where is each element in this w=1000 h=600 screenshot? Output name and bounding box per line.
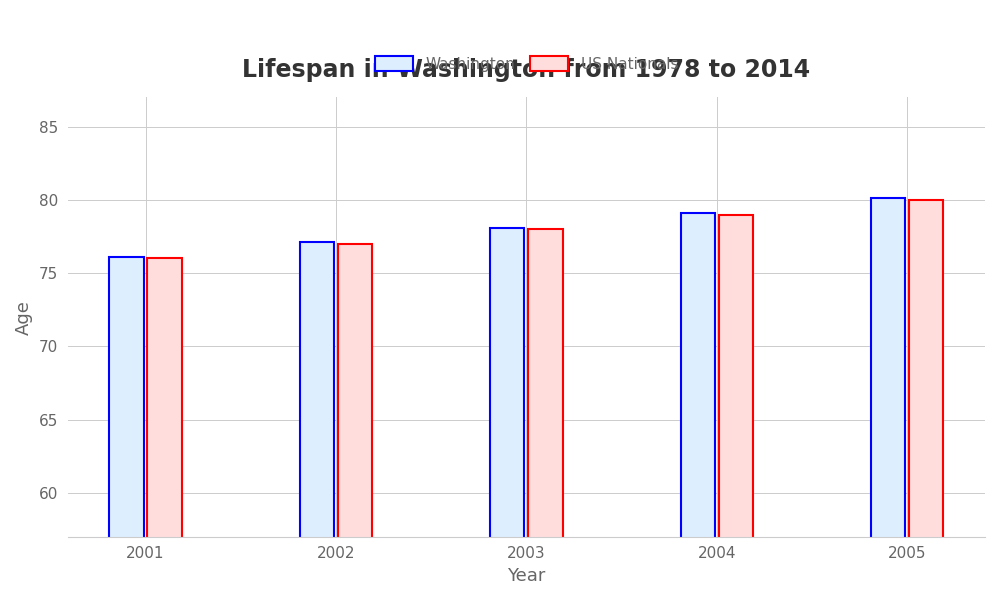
Bar xyxy=(147,259,182,600)
Y-axis label: Age: Age xyxy=(15,299,33,335)
Bar xyxy=(681,213,715,600)
Title: Lifespan in Washington from 1978 to 2014: Lifespan in Washington from 1978 to 2014 xyxy=(242,58,810,82)
Bar xyxy=(871,199,905,600)
Legend: Washington, US Nationals: Washington, US Nationals xyxy=(367,48,686,79)
Bar xyxy=(109,257,144,600)
Bar xyxy=(300,242,334,600)
Bar xyxy=(338,244,372,600)
Bar xyxy=(719,215,753,600)
X-axis label: Year: Year xyxy=(507,567,546,585)
Bar xyxy=(490,228,524,600)
Bar xyxy=(909,200,943,600)
Bar xyxy=(528,229,563,600)
